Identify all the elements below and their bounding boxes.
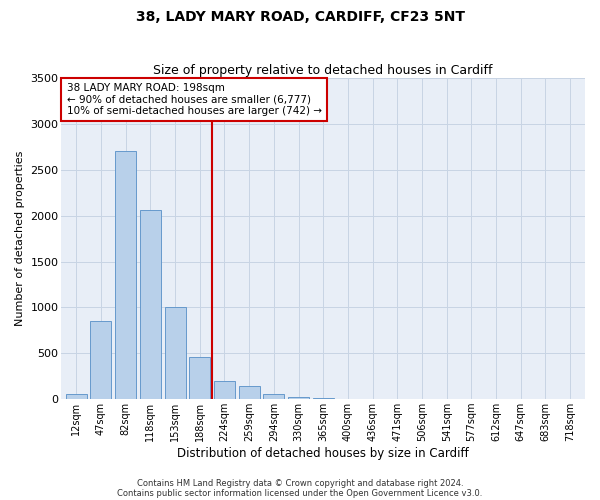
Bar [66, 394, 87, 399]
Bar [214, 381, 235, 399]
Text: 38, LADY MARY ROAD, CARDIFF, CF23 5NT: 38, LADY MARY ROAD, CARDIFF, CF23 5NT [136, 10, 464, 24]
Text: Contains HM Land Registry data © Crown copyright and database right 2024.: Contains HM Land Registry data © Crown c… [137, 478, 463, 488]
Bar [164, 306, 185, 399]
Title: Size of property relative to detached houses in Cardiff: Size of property relative to detached ho… [154, 64, 493, 77]
Bar [189, 357, 210, 399]
Bar [140, 210, 161, 399]
Text: 38 LADY MARY ROAD: 198sqm
← 90% of detached houses are smaller (6,777)
10% of se: 38 LADY MARY ROAD: 198sqm ← 90% of detac… [67, 83, 322, 116]
Bar [239, 386, 260, 399]
Bar [115, 150, 136, 399]
Bar [263, 394, 284, 399]
Text: Contains public sector information licensed under the Open Government Licence v3: Contains public sector information licen… [118, 488, 482, 498]
Y-axis label: Number of detached properties: Number of detached properties [15, 151, 25, 326]
X-axis label: Distribution of detached houses by size in Cardiff: Distribution of detached houses by size … [178, 447, 469, 460]
Bar [288, 398, 309, 399]
Bar [91, 321, 112, 399]
Bar [313, 398, 334, 399]
